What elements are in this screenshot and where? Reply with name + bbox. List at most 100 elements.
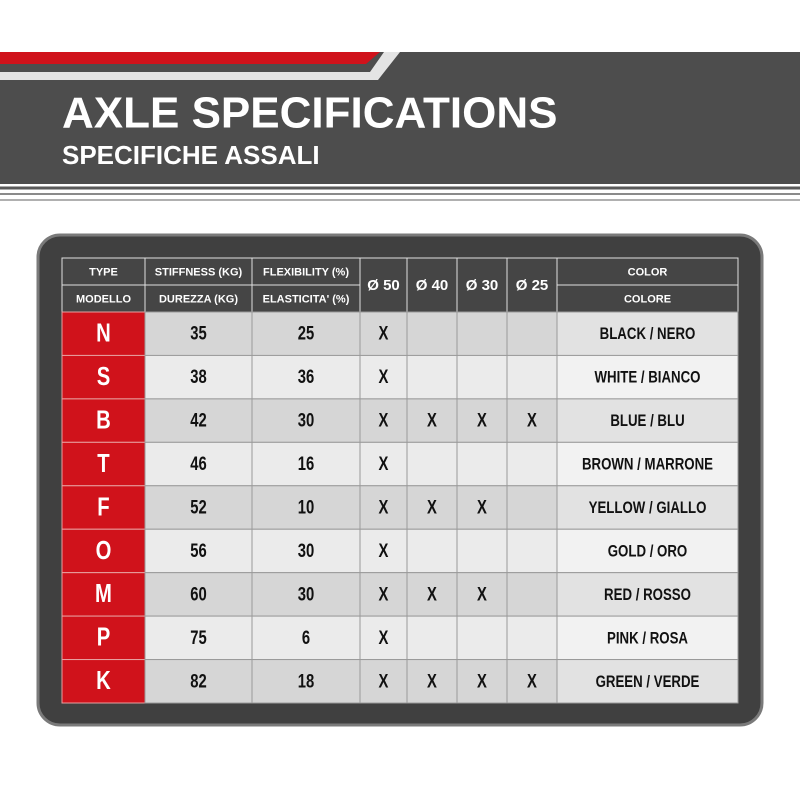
cell xyxy=(406,572,458,617)
title: AXLE SPECIFICATIONS xyxy=(62,89,557,138)
cell xyxy=(556,485,739,530)
header-label: Ø 40 xyxy=(416,277,449,294)
cell-text: 52 xyxy=(190,497,206,518)
header-cell xyxy=(359,257,408,313)
cell-text: 60 xyxy=(190,584,206,605)
cell-text: 82 xyxy=(190,671,206,692)
type-code: N xyxy=(96,318,111,347)
header-cell xyxy=(456,257,508,313)
cell-text: X xyxy=(379,323,389,344)
cell xyxy=(456,615,508,661)
cell-text: X xyxy=(477,584,487,605)
cell xyxy=(251,398,361,443)
cell xyxy=(506,398,558,443)
header-label: TYPE xyxy=(89,266,118,278)
red-stripe xyxy=(0,52,380,64)
subtitle: SPECIFICHE ASSALI xyxy=(62,140,320,170)
cell xyxy=(506,354,558,400)
cell xyxy=(251,528,361,574)
cell xyxy=(359,572,408,617)
cell xyxy=(61,659,146,704)
cell xyxy=(359,485,408,530)
cell xyxy=(506,615,558,661)
cell-text: X xyxy=(427,497,437,518)
cell xyxy=(556,615,739,661)
header-label: STIFFNESS (KG) xyxy=(155,266,243,278)
cell-text: WHITE / BIANCO xyxy=(594,368,700,387)
cell-text: GREEN / VERDE xyxy=(596,672,700,691)
header-cell xyxy=(406,257,458,313)
cell xyxy=(251,485,361,530)
cell xyxy=(359,659,408,704)
cell-text: X xyxy=(427,584,437,605)
cell-text: X xyxy=(527,671,537,692)
cell-text: 35 xyxy=(190,323,206,344)
cell xyxy=(406,659,458,704)
cell-text: RED / ROSSO xyxy=(604,585,691,604)
cell-text: 30 xyxy=(298,410,314,431)
type-code: S xyxy=(97,362,111,391)
cell-text: 56 xyxy=(190,540,206,561)
cell-text: 42 xyxy=(190,410,206,431)
cell-text: 75 xyxy=(190,627,206,648)
cell-text: BROWN / MARRONE xyxy=(582,455,713,474)
cell xyxy=(61,398,146,443)
cell-text: 36 xyxy=(298,366,314,387)
cell xyxy=(406,398,458,443)
cell xyxy=(406,441,458,487)
cell-text: 46 xyxy=(190,453,206,474)
type-code: K xyxy=(96,666,111,695)
cell-text: X xyxy=(379,671,389,692)
cell xyxy=(144,398,253,443)
cell-text: X xyxy=(379,584,389,605)
cell xyxy=(144,441,253,487)
cell-text: GOLD / ORO xyxy=(608,542,688,561)
type-code: F xyxy=(97,492,109,521)
cell xyxy=(456,311,508,356)
header-cell xyxy=(556,284,739,313)
cell-text: X xyxy=(379,410,389,431)
cell-text: 10 xyxy=(298,497,314,518)
cell-text: X xyxy=(427,671,437,692)
cell xyxy=(406,354,458,400)
cell xyxy=(506,441,558,487)
header-label: Ø 25 xyxy=(516,277,549,294)
cell xyxy=(359,528,408,574)
header-label: Ø 50 xyxy=(367,277,400,294)
cell xyxy=(556,572,739,617)
header-label: Ø 30 xyxy=(466,277,499,294)
cell xyxy=(359,398,408,443)
cell-text: YELLOW / GIALLO xyxy=(589,498,707,517)
header-label: COLORE xyxy=(624,293,671,305)
header-label: FLEXIBILITY (%) xyxy=(263,266,349,278)
header-cell xyxy=(61,257,146,286)
cell xyxy=(251,659,361,704)
cell xyxy=(556,311,739,356)
type-code: P xyxy=(97,622,111,651)
cell-text: 6 xyxy=(302,627,310,648)
cell xyxy=(406,615,458,661)
cell xyxy=(556,398,739,443)
cell-text: X xyxy=(427,410,437,431)
cell xyxy=(61,615,146,661)
header-label: ELASTICITA' (%) xyxy=(263,293,350,305)
cell-text: PINK / ROSA xyxy=(607,629,688,648)
type-code: T xyxy=(97,449,109,478)
cell-text: 30 xyxy=(298,584,314,605)
cell-text: X xyxy=(477,671,487,692)
cell xyxy=(456,441,508,487)
cell-text: 25 xyxy=(298,323,314,344)
cell-text: X xyxy=(379,497,389,518)
cell xyxy=(359,311,408,356)
cell-text: 16 xyxy=(298,453,314,474)
cell xyxy=(556,354,739,400)
cell xyxy=(251,441,361,487)
header-label: COLOR xyxy=(628,266,668,278)
header-cell xyxy=(144,284,253,313)
header-label: MODELLO xyxy=(76,293,131,305)
cell xyxy=(506,528,558,574)
type-code: O xyxy=(96,535,112,564)
type-code: M xyxy=(95,579,112,608)
cell xyxy=(556,441,739,487)
